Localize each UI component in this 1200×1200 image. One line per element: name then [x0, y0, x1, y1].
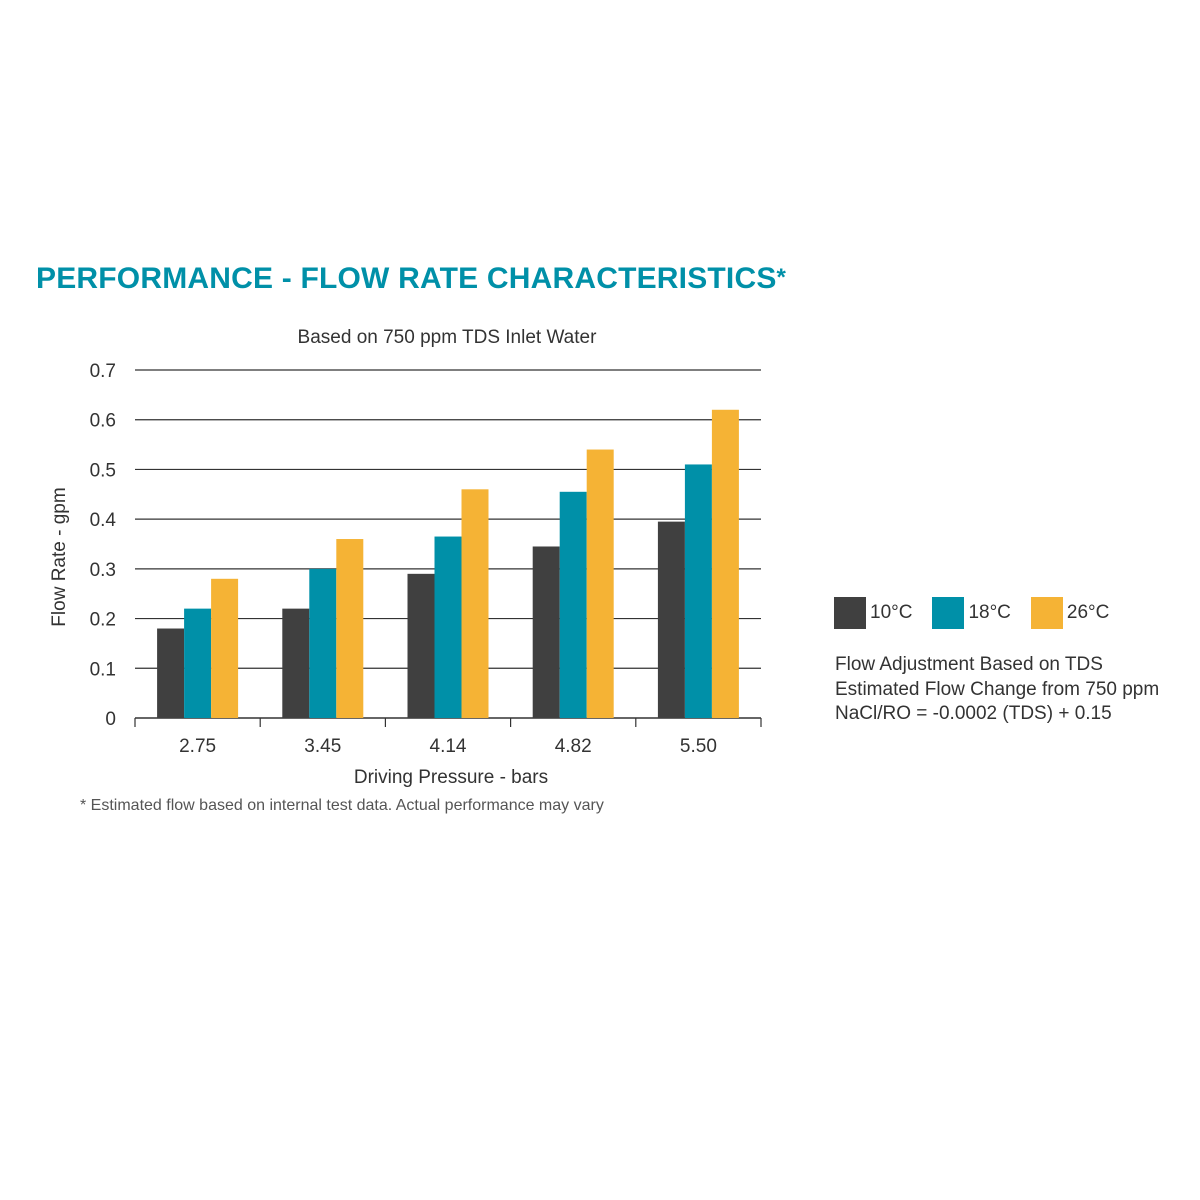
chart-title: Based on 750 ppm TDS Inlet Water	[298, 327, 598, 348]
bar-10-c-2-75	[157, 628, 185, 718]
x-tick-label-5-50: 5.50	[680, 736, 717, 757]
y-tick-label-0: 0	[105, 709, 116, 730]
y-tick-label-0-4: 0.4	[90, 510, 117, 531]
flow-adjustment-line-1: Flow Adjustment Based on TDS	[835, 654, 1103, 675]
y-tick-label-0-6: 0.6	[90, 411, 116, 432]
legend-item-26c: 26°C	[1030, 597, 1110, 629]
bar-26-c-2-75	[211, 578, 239, 718]
legend-item-18c: 18°C	[932, 597, 1011, 629]
bar-26-c-5-50	[711, 409, 739, 718]
legend-swatch-26c	[1030, 597, 1063, 629]
page-title-asterisk: *	[776, 264, 787, 291]
bar-26-c-4-82	[586, 449, 614, 718]
bar-10-c-5-50	[657, 521, 685, 718]
bar-10-c-4-82	[532, 546, 560, 718]
bar-18-c-2-75	[184, 608, 212, 718]
x-tick-label-4-14: 4.14	[430, 736, 467, 757]
footnote-text: Estimated flow based on internal test da…	[86, 797, 604, 814]
bar-10-c-4-14	[407, 573, 435, 718]
bar-18-c-3-45	[309, 568, 337, 718]
legend-item-10c: 10°C	[834, 597, 912, 629]
y-tick-label-0-7: 0.7	[90, 361, 116, 382]
footnote-asterisk: *	[80, 797, 87, 814]
legend-label-10c: 10°C	[870, 602, 913, 623]
bar-26-c-4-14	[461, 489, 489, 718]
bar-18-c-4-82	[559, 491, 587, 718]
legend-swatch-18c	[932, 597, 965, 629]
bar-26-c-3-45	[336, 539, 364, 718]
chart-legend: 10°C 18°C 26°C	[834, 597, 1129, 629]
page-title: PERFORMANCE - FLOW RATE CHARACTERISTICS*	[36, 262, 786, 296]
x-tick-label-3-45: 3.45	[304, 736, 341, 757]
footnote: * Estimated flow based on internal test …	[80, 797, 604, 815]
bar-18-c-5-50	[684, 464, 712, 718]
x-tick-label-2-75: 2.75	[179, 736, 216, 757]
legend-swatch-10c	[834, 597, 866, 629]
flow-adjustment-line-2: Estimated Flow Change from 750 ppm	[835, 678, 1160, 700]
flow-adjustment-note: Flow Adjustment Based on TDS Estimated F…	[835, 653, 1159, 727]
bar-10-c-3-45	[282, 608, 310, 718]
y-axis-title: Flow Rate - gpm	[49, 487, 70, 626]
page-title-text: PERFORMANCE - FLOW RATE CHARACTERISTICS	[36, 262, 777, 295]
x-tick-label-4-82: 4.82	[555, 736, 592, 757]
y-tick-label-0-5: 0.5	[90, 460, 116, 481]
y-tick-label-0-2: 0.2	[90, 610, 116, 631]
y-tick-label-0-1: 0.1	[90, 659, 116, 680]
bar-18-c-4-14	[434, 536, 462, 718]
legend-label-18c: 18°C	[968, 602, 1011, 623]
y-tick-label-0-3: 0.3	[90, 560, 116, 581]
legend-label-26c: 26°C	[1066, 602, 1110, 623]
x-axis-title: Driving Pressure - bars	[354, 767, 548, 788]
flow-adjustment-formula: NaCl/RO = -0.0002 (TDS) + 0.15	[835, 703, 1112, 724]
